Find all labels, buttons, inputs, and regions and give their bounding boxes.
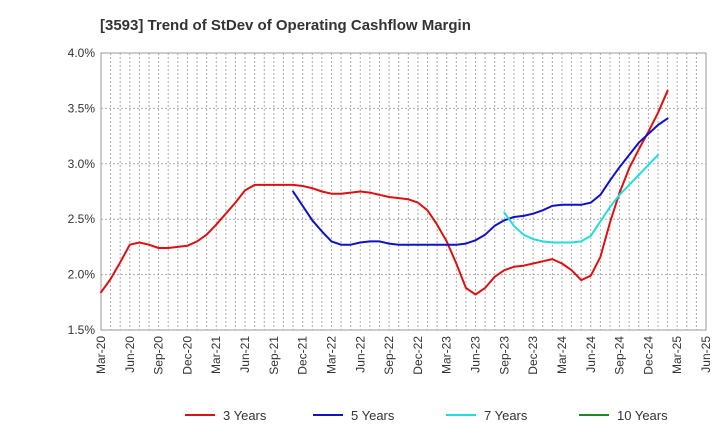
x-tick-label: Mar-23 bbox=[440, 336, 454, 374]
y-tick-label: 4.0% bbox=[68, 46, 96, 60]
x-tick-label: Dec-20 bbox=[180, 336, 194, 375]
y-tick-label: 1.5% bbox=[68, 323, 96, 337]
x-tick-label: Sep-24 bbox=[613, 336, 627, 375]
series-lines bbox=[100, 89, 669, 296]
x-tick-label: Mar-24 bbox=[555, 336, 569, 374]
y-tick-label: 3.0% bbox=[68, 157, 96, 171]
legend-label: 3 Years bbox=[223, 408, 267, 423]
chart-title: [3593] Trend of StDev of Operating Cashf… bbox=[100, 17, 471, 34]
series-line-1 bbox=[292, 117, 669, 246]
x-tick-label: Mar-25 bbox=[670, 336, 684, 374]
series-line-2 bbox=[503, 153, 659, 244]
x-tick-label: Dec-21 bbox=[296, 336, 310, 375]
y-tick-label: 2.5% bbox=[68, 212, 96, 226]
x-tick-label: Sep-22 bbox=[382, 336, 396, 375]
x-tick-label: Mar-20 bbox=[94, 336, 108, 374]
x-tick-label: Sep-20 bbox=[152, 336, 166, 375]
x-tick-label: Jun-23 bbox=[469, 336, 483, 373]
grid bbox=[101, 53, 706, 330]
legend-item-1: 5 Years bbox=[313, 408, 395, 423]
series-line-0 bbox=[100, 89, 669, 296]
x-tick-label: Sep-21 bbox=[267, 336, 281, 375]
legend-item-3: 10 Years bbox=[579, 408, 668, 423]
x-tick-label: Mar-21 bbox=[209, 336, 223, 374]
x-tick-label: Dec-22 bbox=[411, 336, 425, 375]
x-tick-label: Dec-23 bbox=[526, 336, 540, 375]
x-tick-label: Jun-25 bbox=[699, 336, 713, 373]
plot-frame bbox=[100, 52, 707, 331]
x-tick-label: Dec-24 bbox=[641, 336, 655, 375]
legend: 3 Years 5 Years 7 Years 10 Years bbox=[185, 408, 668, 423]
x-tick-label: Mar-22 bbox=[324, 336, 338, 374]
y-tick-label: 3.5% bbox=[68, 101, 96, 115]
legend-item-0: 3 Years bbox=[185, 408, 267, 423]
x-tick-label: Jun-24 bbox=[584, 336, 598, 373]
x-tick-label: Jun-21 bbox=[238, 336, 252, 373]
x-tick-label: Jun-20 bbox=[123, 336, 137, 373]
y-tick-label: 2.0% bbox=[68, 268, 96, 282]
legend-label: 7 Years bbox=[484, 408, 528, 423]
x-tick-label: Jun-22 bbox=[353, 336, 367, 373]
y-axis: 1.5% 2.0% 2.5% 3.0% 3.5% 4.0% bbox=[68, 46, 96, 337]
legend-label: 10 Years bbox=[617, 408, 668, 423]
x-axis: Mar-20 Jun-20 Sep-20 Dec-20 Mar-21 Jun-21 Sep-… bbox=[94, 336, 713, 375]
legend-label: 5 Years bbox=[351, 408, 395, 423]
legend-item-2: 7 Years bbox=[446, 408, 528, 423]
x-tick-label: Sep-23 bbox=[497, 336, 511, 375]
